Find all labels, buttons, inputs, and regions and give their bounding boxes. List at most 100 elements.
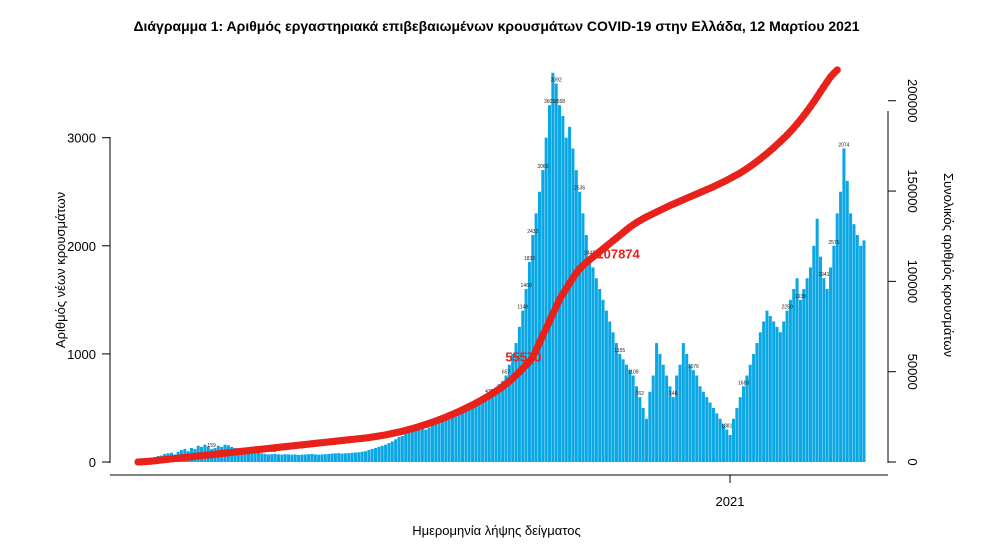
bar (721, 424, 725, 462)
bar-value-label: 148 (669, 391, 678, 397)
bar-value-label: 1076 (688, 364, 699, 370)
bar (531, 234, 535, 462)
bar (367, 450, 371, 462)
bar (798, 299, 802, 462)
bar (414, 429, 418, 462)
bar-value-label: 1155 (614, 348, 625, 354)
bar (417, 428, 421, 462)
bar (581, 213, 585, 462)
bar (517, 326, 521, 462)
bar-value-label: 159 (207, 443, 216, 449)
bar (467, 407, 471, 462)
cumulative-point (552, 303, 560, 311)
y2-tick-label: 100000 (905, 260, 920, 303)
bar (558, 105, 562, 463)
bar (330, 453, 334, 462)
bar-value-label: 2074 (838, 143, 849, 149)
bar (665, 375, 669, 462)
bar (273, 453, 277, 462)
bar (782, 321, 786, 462)
cumulative-point (539, 331, 547, 340)
bar (842, 148, 846, 463)
bar (645, 418, 649, 462)
y-tick-label: 1000 (67, 347, 96, 362)
bar (293, 454, 297, 462)
bar (805, 278, 809, 462)
y2-tick-label: 200000 (905, 79, 920, 122)
bar (280, 454, 284, 462)
cumulative-annotation: 107874 (596, 246, 640, 261)
bar (621, 359, 625, 462)
bar (424, 429, 428, 462)
bar (427, 427, 431, 462)
bar (260, 453, 264, 462)
chart-title: Διάγραμμα 1: Αριθμός εργαστηριακά επιβεβ… (133, 18, 860, 34)
cumulative-point (545, 317, 554, 325)
annotations: 217018 107874 55570 (505, 0, 990, 365)
y2-ticks: 0 50000 100000 150000 200000 (888, 79, 920, 466)
bar (297, 454, 301, 462)
bar-value-label: 3092 (551, 78, 562, 84)
bar (333, 453, 337, 462)
bar (594, 278, 598, 462)
bar (447, 414, 451, 462)
bar (638, 397, 642, 462)
bar (711, 407, 715, 462)
x-tick-label: 2021 (716, 494, 745, 509)
bar (748, 364, 752, 462)
bar (548, 105, 552, 463)
bar-value-label: 3605 (544, 99, 555, 105)
bar (484, 397, 488, 462)
bar (788, 299, 792, 462)
cumulative-point (532, 346, 540, 354)
cumulative-point (555, 295, 564, 304)
bar (266, 454, 270, 462)
bar (695, 375, 699, 462)
y2-tick-label: 0 (905, 458, 920, 465)
bar (668, 386, 672, 462)
bar-value-label: 1938 (795, 294, 806, 300)
bar (283, 454, 287, 462)
bar (250, 451, 254, 462)
bar (300, 454, 304, 462)
bar (742, 386, 746, 462)
bar (457, 413, 461, 462)
bar (290, 454, 294, 462)
bar-value-label: 1833 (524, 256, 535, 262)
bar (698, 386, 702, 462)
bar (835, 213, 839, 462)
bar (584, 234, 588, 462)
bar (277, 454, 281, 462)
bar (705, 397, 709, 462)
bar (454, 416, 458, 462)
cumulative-annotation: 217018 (947, 0, 990, 3)
bar (772, 321, 776, 462)
bar (534, 213, 538, 462)
bar-value-label: 2941 (818, 272, 829, 278)
y2-tick-label: 50000 (905, 354, 920, 390)
bar (648, 391, 652, 462)
bar (524, 289, 528, 462)
bar-value-label: 1683 (738, 380, 749, 386)
bar (263, 453, 267, 462)
bar (608, 321, 612, 462)
bar (374, 447, 378, 462)
bar (832, 245, 836, 462)
bar (507, 364, 511, 462)
bar (685, 353, 689, 462)
bar (775, 326, 779, 462)
bar (353, 452, 357, 462)
bar (591, 267, 595, 462)
bar (521, 310, 525, 462)
bar (246, 451, 250, 462)
bar (444, 416, 448, 462)
bar (511, 353, 515, 462)
bar (755, 343, 759, 462)
bar (598, 289, 602, 462)
cumulative-line (134, 66, 841, 466)
bar-value-label: 1460 (521, 283, 532, 289)
bar (410, 430, 414, 462)
bar (317, 454, 321, 462)
bar (839, 191, 843, 463)
y-ticks: 0 1000 2000 3000 (67, 131, 110, 470)
